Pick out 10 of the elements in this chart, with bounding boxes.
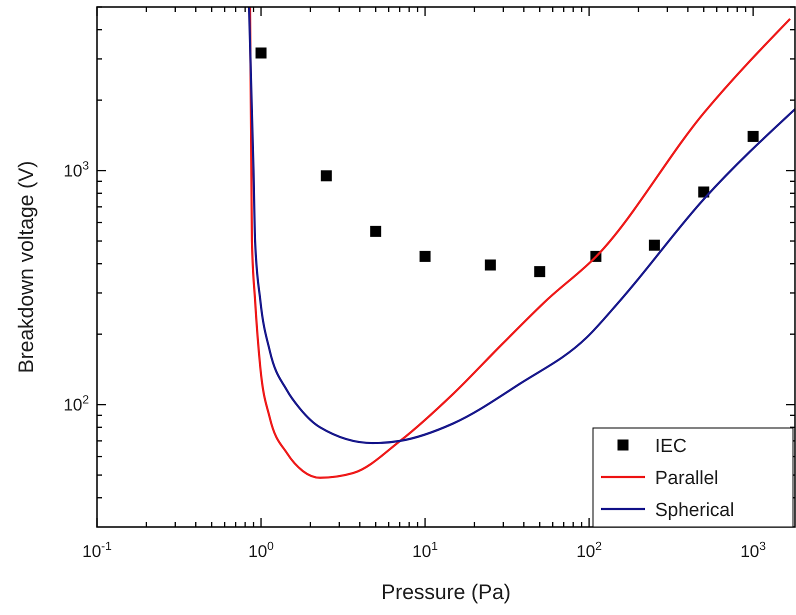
y-axis-title: Breakdown voltage (V) [15,160,38,374]
x-tick-label: 10$^{2}$ [576,539,602,561]
legend-label: Spherical [655,500,734,521]
legend-label: Parallel [655,468,718,489]
x-tick-label: 10$^{1}$ [412,539,438,561]
x-tick-label: 10$^{-1}$ [82,539,112,561]
x-tick-label: 10$^{3}$ [740,539,766,561]
legend-label: IEC [655,436,687,457]
x-tick-label: 10$^{0}$ [248,539,274,561]
x-axis-title: Pressure (Pa) [381,581,511,604]
